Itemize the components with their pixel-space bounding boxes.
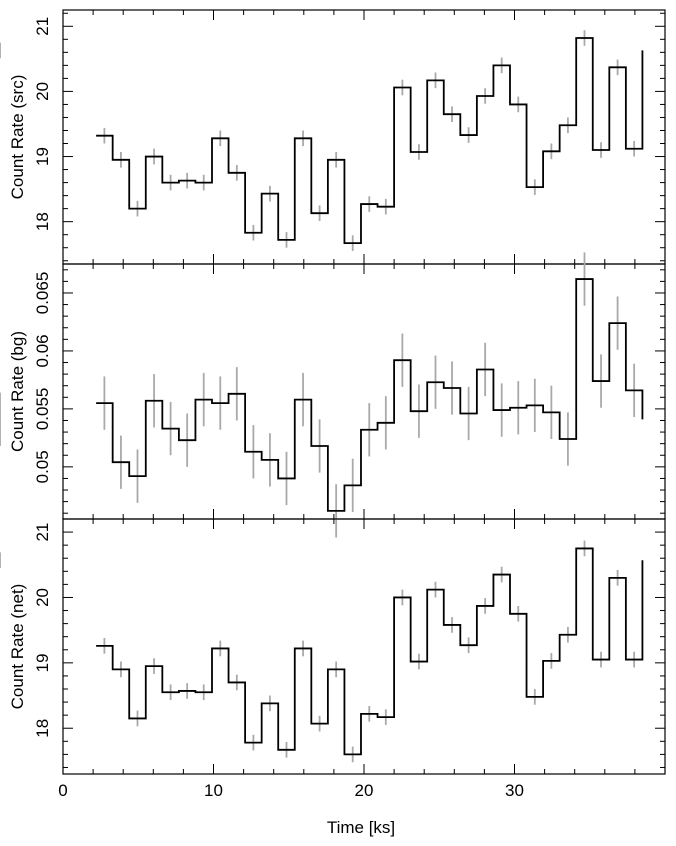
y-tick-label: 19	[33, 147, 52, 166]
y-tick-label: 0.06	[33, 334, 52, 367]
panel-frame-src	[62, 9, 666, 265]
panel-src: 18 19 20 21 Count Rate (src)	[0, 9, 666, 265]
x-tick-label: 20	[355, 781, 374, 800]
panel-frame-net	[62, 518, 666, 775]
x-axis: 0 10 20 30	[58, 781, 524, 800]
y-axis-label-src: Count Rate (src)	[8, 75, 27, 200]
y-tick-label: 19	[33, 653, 52, 672]
x-axis-label: Time [ks]	[327, 818, 395, 837]
panel-bg: 0.05 0.055 0.06 0.065 Count Rate (bg)	[0, 252, 666, 538]
y-axis-label-bg: Count Rate (bg)	[8, 331, 27, 452]
x-tick-label: 10	[204, 781, 223, 800]
y-tick-label: 21	[33, 17, 52, 36]
y-tick-label: 18	[33, 212, 52, 231]
series-line-net	[96, 547, 644, 756]
y-axis-label-net: Count Rate (net)	[8, 584, 27, 710]
y-tick-label: 21	[33, 523, 52, 542]
y-tick-label: 20	[33, 82, 52, 101]
panel-net: 18 19 20 21 Count Rate (net)	[0, 518, 666, 775]
y-tick-label: 0.05	[33, 450, 52, 483]
y-tick-label: 0.065	[33, 272, 52, 315]
x-tick-label: 0	[58, 781, 67, 800]
y-tick-label: 0.055	[33, 388, 52, 431]
series-line-bg	[96, 278, 644, 512]
x-tick-label: 30	[505, 781, 524, 800]
y-tick-label: 20	[33, 588, 52, 607]
y-tick-label: 18	[33, 719, 52, 738]
series-line-src	[96, 37, 644, 245]
